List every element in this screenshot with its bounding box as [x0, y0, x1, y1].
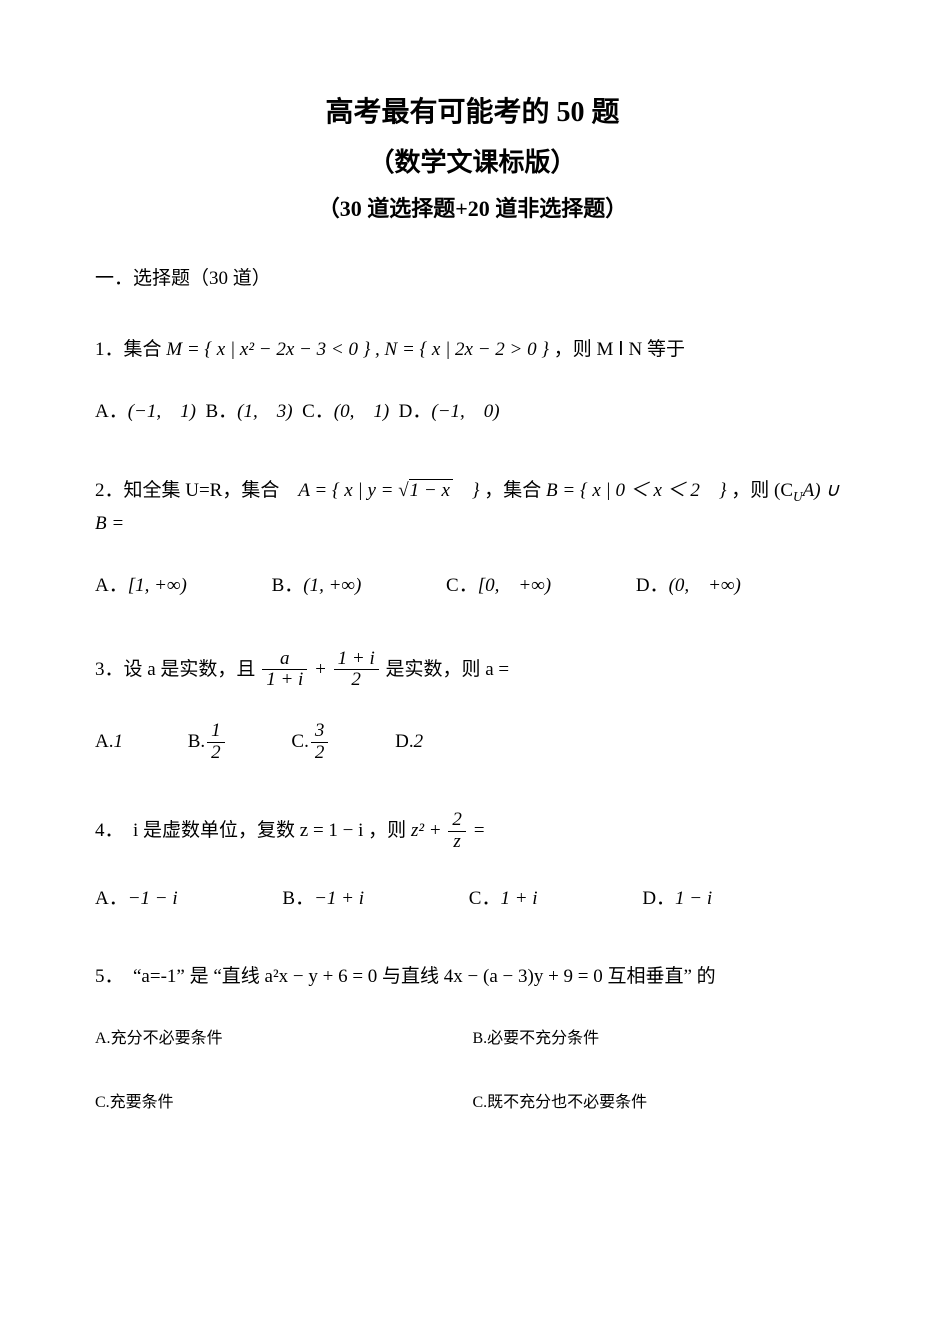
q3-suffix: 是实数，则 a =: [381, 658, 509, 679]
q5-optA: 充分不必要条件: [111, 1030, 223, 1047]
q3-optC-frac: 32: [311, 721, 329, 764]
q2-optA: [1, +∞): [128, 575, 187, 596]
q4-optA: −1 − i: [128, 888, 178, 909]
q2-optB-label: B．: [272, 575, 304, 596]
q4-optC-label: C．: [469, 888, 501, 909]
q5-optD: 既不充分也不必要条件: [487, 1094, 647, 1111]
q2-suffix-pre: ，则 (C: [727, 480, 794, 501]
q3-optC-num: 3: [311, 721, 329, 743]
q2-setA-pre: A = { x | y =: [298, 480, 398, 501]
q5-optC: 充要条件: [110, 1094, 174, 1111]
q2-optB: (1, +∞): [303, 575, 361, 596]
q4-optC: 1 + i: [500, 888, 537, 909]
q2-optD: (0, +∞): [669, 575, 741, 596]
q1-optA-label: A．: [95, 401, 128, 422]
q2-optC-label: C．: [446, 575, 478, 596]
q2-setB: B = { x | 0 ＜ x ＜ 2 }: [546, 480, 726, 501]
q3-prefix: 3．设 a 是实数，且: [95, 658, 260, 679]
q2-optD-label: D．: [636, 575, 669, 596]
q5-optA-label: A.: [95, 1030, 111, 1047]
q2-suffix-sub: U: [793, 488, 803, 503]
q3-frac1-num: a: [262, 649, 307, 671]
q3-frac2-num: 1 + i: [334, 649, 379, 671]
q4-optB: −1 + i: [314, 888, 364, 909]
q2-optA-label: A．: [95, 575, 128, 596]
q2-prefix: 2．知全集 U=R，集合: [95, 480, 298, 501]
question-2: 2．知全集 U=R，集合 A = { x | y = √1 − x } ，集合 …: [95, 475, 850, 541]
q2-setA-post: }: [453, 480, 480, 501]
q3-optB-num: 1: [207, 721, 225, 743]
q4-prefix: 4． i 是虚数单位，复数 z = 1 − i ，则: [95, 820, 411, 841]
q3-frac1: a1 + i: [262, 649, 307, 692]
q4-optD-label: D．: [642, 888, 675, 909]
q3-optC-den: 2: [311, 743, 329, 764]
q3-frac1-den: 1 + i: [262, 670, 307, 691]
q5-optB-label: B.: [473, 1030, 488, 1047]
q4-plus: +: [424, 820, 446, 841]
title-line-2: （数学文课标版）: [95, 142, 850, 179]
q1-prefix: 1．集合: [95, 339, 166, 360]
q4-frac: 2z: [448, 810, 466, 853]
q1-optB: (1, 3): [237, 401, 292, 422]
q3-optD-label: D.: [395, 731, 413, 752]
q4-optA-label: A．: [95, 888, 128, 909]
q3-optB-den: 2: [207, 743, 225, 764]
q5-optD-label: C.: [473, 1094, 488, 1111]
q2-radicand: 1 − x: [409, 479, 453, 501]
q3-optD: 2: [414, 731, 424, 752]
q1-math: M = { x | x² − 2x − 3 < 0 } , N = { x | …: [166, 339, 549, 360]
q5-optC-label: C.: [95, 1094, 110, 1111]
sqrt-symbol: √1 − x: [398, 475, 453, 507]
section-heading: 一．选择题（30 道）: [95, 263, 850, 290]
q1-optB-label: B．: [205, 401, 237, 422]
q3-frac2-den: 2: [334, 670, 379, 691]
question-4: 4． i 是虚数单位，复数 z = 1 − i ，则 z² + 2z =: [95, 810, 850, 853]
q3-frac2: 1 + i2: [334, 649, 379, 692]
question-5: 5． “a=-1” 是 “直线 a²x − y + 6 = 0 与直线 4x −…: [95, 961, 850, 993]
question-2-options: A．[1, +∞) B．(1, +∞) C．[0, +∞) D．(0, +∞): [95, 570, 850, 602]
q3-optA: 1: [113, 731, 123, 752]
question-5-options: A.充分不必要条件 B.必要不充分条件 C.充要条件 C.既不充分也不必要条件: [95, 1024, 850, 1152]
q1-optC: (0, 1): [334, 401, 389, 422]
question-3-options: A.1 B.12 C.32 D.2: [95, 721, 850, 764]
q3-optC-label: C.: [291, 731, 308, 752]
q3-optA-label: A.: [95, 731, 113, 752]
title-block: 高考最有可能考的 50 题 （数学文课标版） （30 道选择题+20 道非选择题…: [95, 90, 850, 223]
q4-optB-label: B．: [282, 888, 314, 909]
q5-optB: 必要不充分条件: [487, 1030, 599, 1047]
q1-optD: (−1, 0): [431, 401, 499, 422]
title-line-3: （30 道选择题+20 道非选择题）: [95, 191, 850, 223]
q2-optC: [0, +∞): [478, 575, 551, 596]
q1-optA: (−1, 1): [128, 401, 196, 422]
question-3: 3．设 a 是实数，且 a1 + i + 1 + i2 是实数，则 a =: [95, 649, 850, 692]
q4-frac-num: 2: [448, 810, 466, 832]
q1-suffix: ，则 M Ⅰ N 等于: [549, 339, 685, 360]
q2-mid: ，集合: [480, 480, 547, 501]
q3-plus: +: [309, 658, 331, 679]
q1-optD-label: D．: [399, 401, 432, 422]
q3-optB-label: B.: [188, 731, 205, 752]
q4-frac-den: z: [448, 832, 466, 853]
question-4-options: A．−1 − i B．−1 + i C．1 + i D．1 − i: [95, 883, 850, 915]
q4-optD: 1 − i: [675, 888, 712, 909]
question-1: 1．集合 M = { x | x² − 2x − 3 < 0 } , N = {…: [95, 334, 850, 366]
question-1-options: A．(−1, 1) B．(1, 3) C．(0, 1) D．(−1, 0): [95, 396, 850, 428]
q1-optC-label: C．: [302, 401, 334, 422]
title-line-1: 高考最有可能考的 50 题: [95, 90, 850, 130]
document-page: 高考最有可能考的 50 题 （数学文课标版） （30 道选择题+20 道非选择题…: [0, 0, 945, 1212]
q4-term1: z²: [411, 820, 424, 841]
q4-eq: =: [468, 820, 486, 841]
q3-optB-frac: 12: [207, 721, 225, 764]
